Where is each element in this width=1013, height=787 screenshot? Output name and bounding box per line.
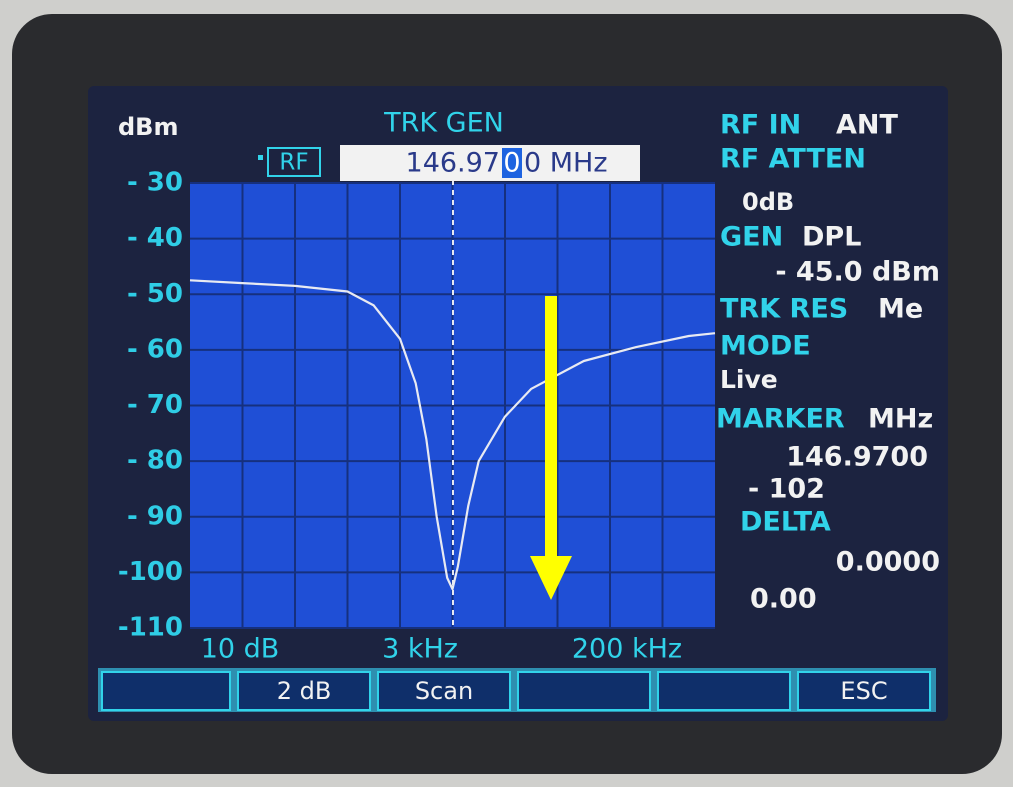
y-unit: dBm xyxy=(118,113,178,141)
y-tick-label: - 40 xyxy=(127,223,183,253)
panel-label: TRK RES xyxy=(720,294,848,325)
softkey-bar: 2 dB Scan ESC xyxy=(98,668,936,712)
y-tick-label: - 30 xyxy=(127,168,183,198)
arrow-shaft xyxy=(545,296,557,558)
panel-value: - 102 xyxy=(748,474,825,505)
panel-label: MARKER xyxy=(716,404,845,435)
title: TRK GEN xyxy=(383,108,504,139)
panel-value: Live xyxy=(720,365,778,394)
page: { "header": {"y_unit": "dBm", "title": "… xyxy=(0,0,1013,787)
panel-value: 146.9700 xyxy=(786,442,928,473)
panel-label: MODE xyxy=(720,331,811,362)
panel-label: DELTA xyxy=(740,507,831,538)
y-tick-label: - 90 xyxy=(127,501,183,531)
scale-setting: 10 dB xyxy=(201,634,280,665)
rbw-setting: 3 kHz xyxy=(382,634,458,665)
instrument-photo: dBm TRK GEN RF 146.97 0 0 MHz RF IN ANT … xyxy=(0,0,1013,787)
panel-value: DPL xyxy=(802,222,861,253)
softkey-label: ESC xyxy=(840,677,887,705)
panel-value: 0.00 xyxy=(750,584,817,615)
y-tick-label: - 60 xyxy=(127,334,183,364)
panel-label: RF ATTEN xyxy=(720,144,866,175)
freq-rest: 0 MHz xyxy=(524,148,608,179)
y-tick-label: -100 xyxy=(118,557,183,587)
y-tick-label: - 70 xyxy=(127,390,183,420)
panel-value: - 45.0 dBm xyxy=(775,257,940,288)
softkey-label: Scan xyxy=(415,677,473,705)
y-tick-label: - 80 xyxy=(127,446,183,476)
panel-value: MHz xyxy=(868,404,933,435)
y-tick-label: - 50 xyxy=(127,279,183,309)
softkey-label: 2 dB xyxy=(277,677,332,705)
panel-value: ANT xyxy=(836,110,898,141)
y-tick-label: -110 xyxy=(118,613,183,643)
rf-dot xyxy=(258,155,263,160)
panel-label: GEN xyxy=(720,222,783,253)
panel-label: RF IN xyxy=(720,110,801,141)
softkey[interactable] xyxy=(658,672,790,710)
freq-cursor-digit: 0 xyxy=(503,148,520,179)
softkey[interactable] xyxy=(102,672,230,710)
softkey[interactable] xyxy=(518,672,650,710)
panel-value: Me xyxy=(878,294,923,325)
panel-value: 0.0000 xyxy=(836,547,940,578)
span-setting: 200 kHz xyxy=(572,634,682,665)
freq-digits: 146.97 xyxy=(406,148,500,179)
rf-source: RF xyxy=(279,150,308,176)
panel-value: 0dB xyxy=(742,188,794,216)
